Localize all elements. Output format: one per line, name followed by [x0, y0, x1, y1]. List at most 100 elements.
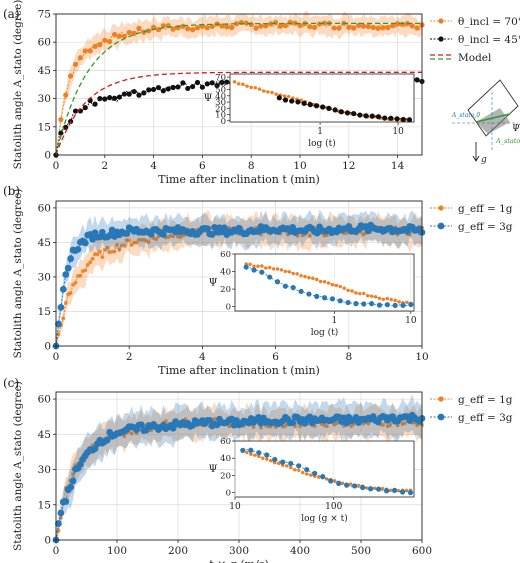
inset-x-label: log (t) [311, 327, 339, 338]
data-point [68, 73, 74, 79]
plot-frame [55, 200, 423, 347]
data-point [136, 25, 142, 31]
inset-point [357, 112, 363, 118]
data-point [97, 95, 103, 102]
data-point [81, 239, 89, 247]
data-point [129, 431, 134, 436]
data-point [285, 232, 290, 237]
inset-point [373, 295, 378, 299]
data-point [204, 25, 210, 31]
data-point [344, 231, 349, 236]
data-point [59, 285, 67, 293]
data-point [263, 23, 269, 29]
inset-y-tick-label: 50 [215, 86, 226, 96]
x-tick-label: 6 [272, 351, 279, 363]
inset-point [388, 115, 394, 121]
data-point [349, 424, 354, 429]
data-point [159, 231, 167, 238]
x-axis-label: Time after inclination t (min) [158, 173, 320, 186]
data-point [295, 233, 300, 238]
data-point [122, 434, 127, 439]
cell-outline [467, 79, 519, 137]
schematic-label: A_stato,0 [451, 112, 480, 119]
x-tick-label: 500 [351, 545, 371, 557]
data-point [251, 424, 256, 429]
data-point [280, 424, 285, 429]
schematic-label: Ψ [512, 124, 520, 134]
data-point [102, 96, 108, 102]
x-tick-label: 2 [101, 160, 108, 172]
data-point [258, 232, 263, 237]
data-point [103, 436, 111, 444]
data-point [243, 20, 249, 26]
inset-x-label: log (t) [308, 138, 336, 149]
data-point [105, 245, 110, 250]
data-point [117, 247, 122, 252]
inset-point [377, 296, 382, 300]
data-point [203, 225, 211, 233]
data-point [359, 230, 363, 235]
data-point [206, 416, 214, 424]
data-point [63, 92, 69, 98]
data-point [102, 37, 108, 43]
data-point [209, 23, 215, 30]
schematic-label: A_stato [495, 137, 520, 145]
inset-x-tick-label: 10 [229, 502, 241, 512]
legend-marker [438, 396, 444, 402]
data-point [169, 424, 177, 432]
y-tick-label: 0 [44, 150, 51, 162]
data-point [146, 28, 152, 34]
x-tick-label: 8 [345, 351, 352, 363]
statolith-mass [476, 108, 510, 134]
data-point [316, 21, 323, 27]
x-axis-label: t × g (m/s) [209, 558, 269, 563]
legend: g_eff = 1g g_eff = 3g [430, 203, 513, 233]
inset-point [368, 486, 374, 492]
data-point [170, 84, 176, 91]
data-point [63, 301, 68, 306]
legend-label: θ_incl = 70° [458, 16, 520, 28]
x-tick-label: 2 [126, 351, 133, 363]
data-point [57, 509, 65, 517]
legend: g_eff = 1g g_eff = 3g [430, 394, 513, 424]
inset-point [282, 94, 287, 98]
data-point [395, 423, 400, 428]
data-point [71, 282, 76, 287]
data-point [123, 230, 131, 237]
data-point [95, 252, 100, 257]
inset-point [330, 283, 335, 287]
data-point [74, 246, 82, 253]
inset-line [242, 450, 411, 492]
data-point [254, 225, 259, 230]
data-point [154, 237, 159, 242]
data-point [289, 224, 297, 231]
inset-chart: 10 100 0 20 40 60 log (g × t) Ψ [209, 437, 415, 524]
data-point [227, 424, 232, 429]
inset-line [246, 263, 411, 304]
data-point [380, 25, 386, 31]
data-point [134, 431, 139, 436]
inset-y-tick-label: 20 [220, 471, 231, 481]
data-point [111, 31, 118, 38]
data-point [209, 80, 215, 86]
data-point [180, 23, 186, 29]
data-point [180, 233, 185, 238]
data-point [107, 250, 112, 255]
data-point [77, 55, 83, 61]
data-point [92, 43, 98, 50]
data-point [248, 21, 254, 28]
data-point [163, 235, 168, 240]
data-point [322, 233, 327, 238]
schematic-label: g [481, 155, 487, 165]
data-point [331, 25, 337, 31]
data-point [183, 417, 188, 422]
data-point [402, 421, 407, 426]
data-point [83, 268, 88, 273]
data-point [166, 235, 171, 240]
inset-point [289, 465, 293, 470]
inset-point [391, 487, 398, 493]
data-point [151, 86, 157, 93]
data-point [409, 23, 415, 29]
data-point [360, 23, 367, 29]
data-point [312, 24, 318, 30]
